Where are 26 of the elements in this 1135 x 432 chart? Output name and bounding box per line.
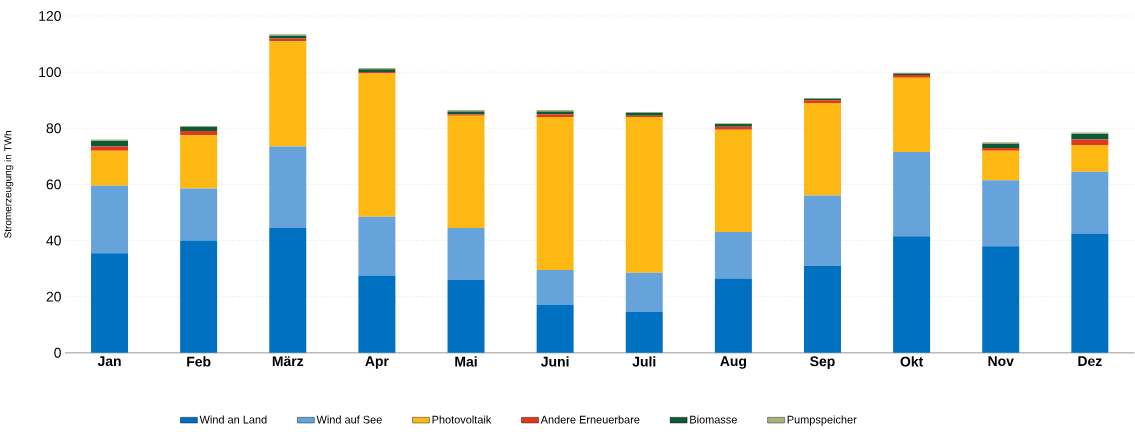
x-tick-label: Feb xyxy=(187,356,211,367)
legend-label: Biomasse xyxy=(690,415,737,424)
x-tick-label: Juli xyxy=(632,356,656,367)
x-tick-label: Aug xyxy=(720,356,746,369)
x-tick-label: Apr xyxy=(365,356,389,369)
x-tick-label: Jan xyxy=(97,356,121,367)
legend-label: Andere Erneuerbare xyxy=(540,415,640,424)
y-tick-label: 100 xyxy=(39,67,61,78)
x-tick-label: Juni xyxy=(541,356,569,367)
x-tick-label: Mai xyxy=(455,356,477,367)
x-tick-label: Okt xyxy=(900,356,924,367)
y-tick-label: 80 xyxy=(46,123,61,134)
y-tick-label: 20 xyxy=(46,291,61,302)
x-tick-label: Dez xyxy=(1078,356,1102,367)
y-axis-title: Stromerzeugung in TWh xyxy=(4,131,14,239)
legend-label: Photovoltaik xyxy=(432,415,492,424)
y-tick-label: 60 xyxy=(46,179,61,190)
legend-label: Wind auf See xyxy=(316,415,382,424)
x-tick-label: Nov xyxy=(988,356,1014,367)
legend-label: Wind an Land xyxy=(199,415,267,424)
y-tick-label: 40 xyxy=(46,235,61,246)
x-tick-label: Sep xyxy=(810,356,835,370)
legend-label: Pumpspeicher xyxy=(787,415,857,426)
x-tick-label: März xyxy=(272,356,304,367)
y-tick-label: 0 xyxy=(54,347,61,358)
y-tick-label: 120 xyxy=(39,11,61,22)
